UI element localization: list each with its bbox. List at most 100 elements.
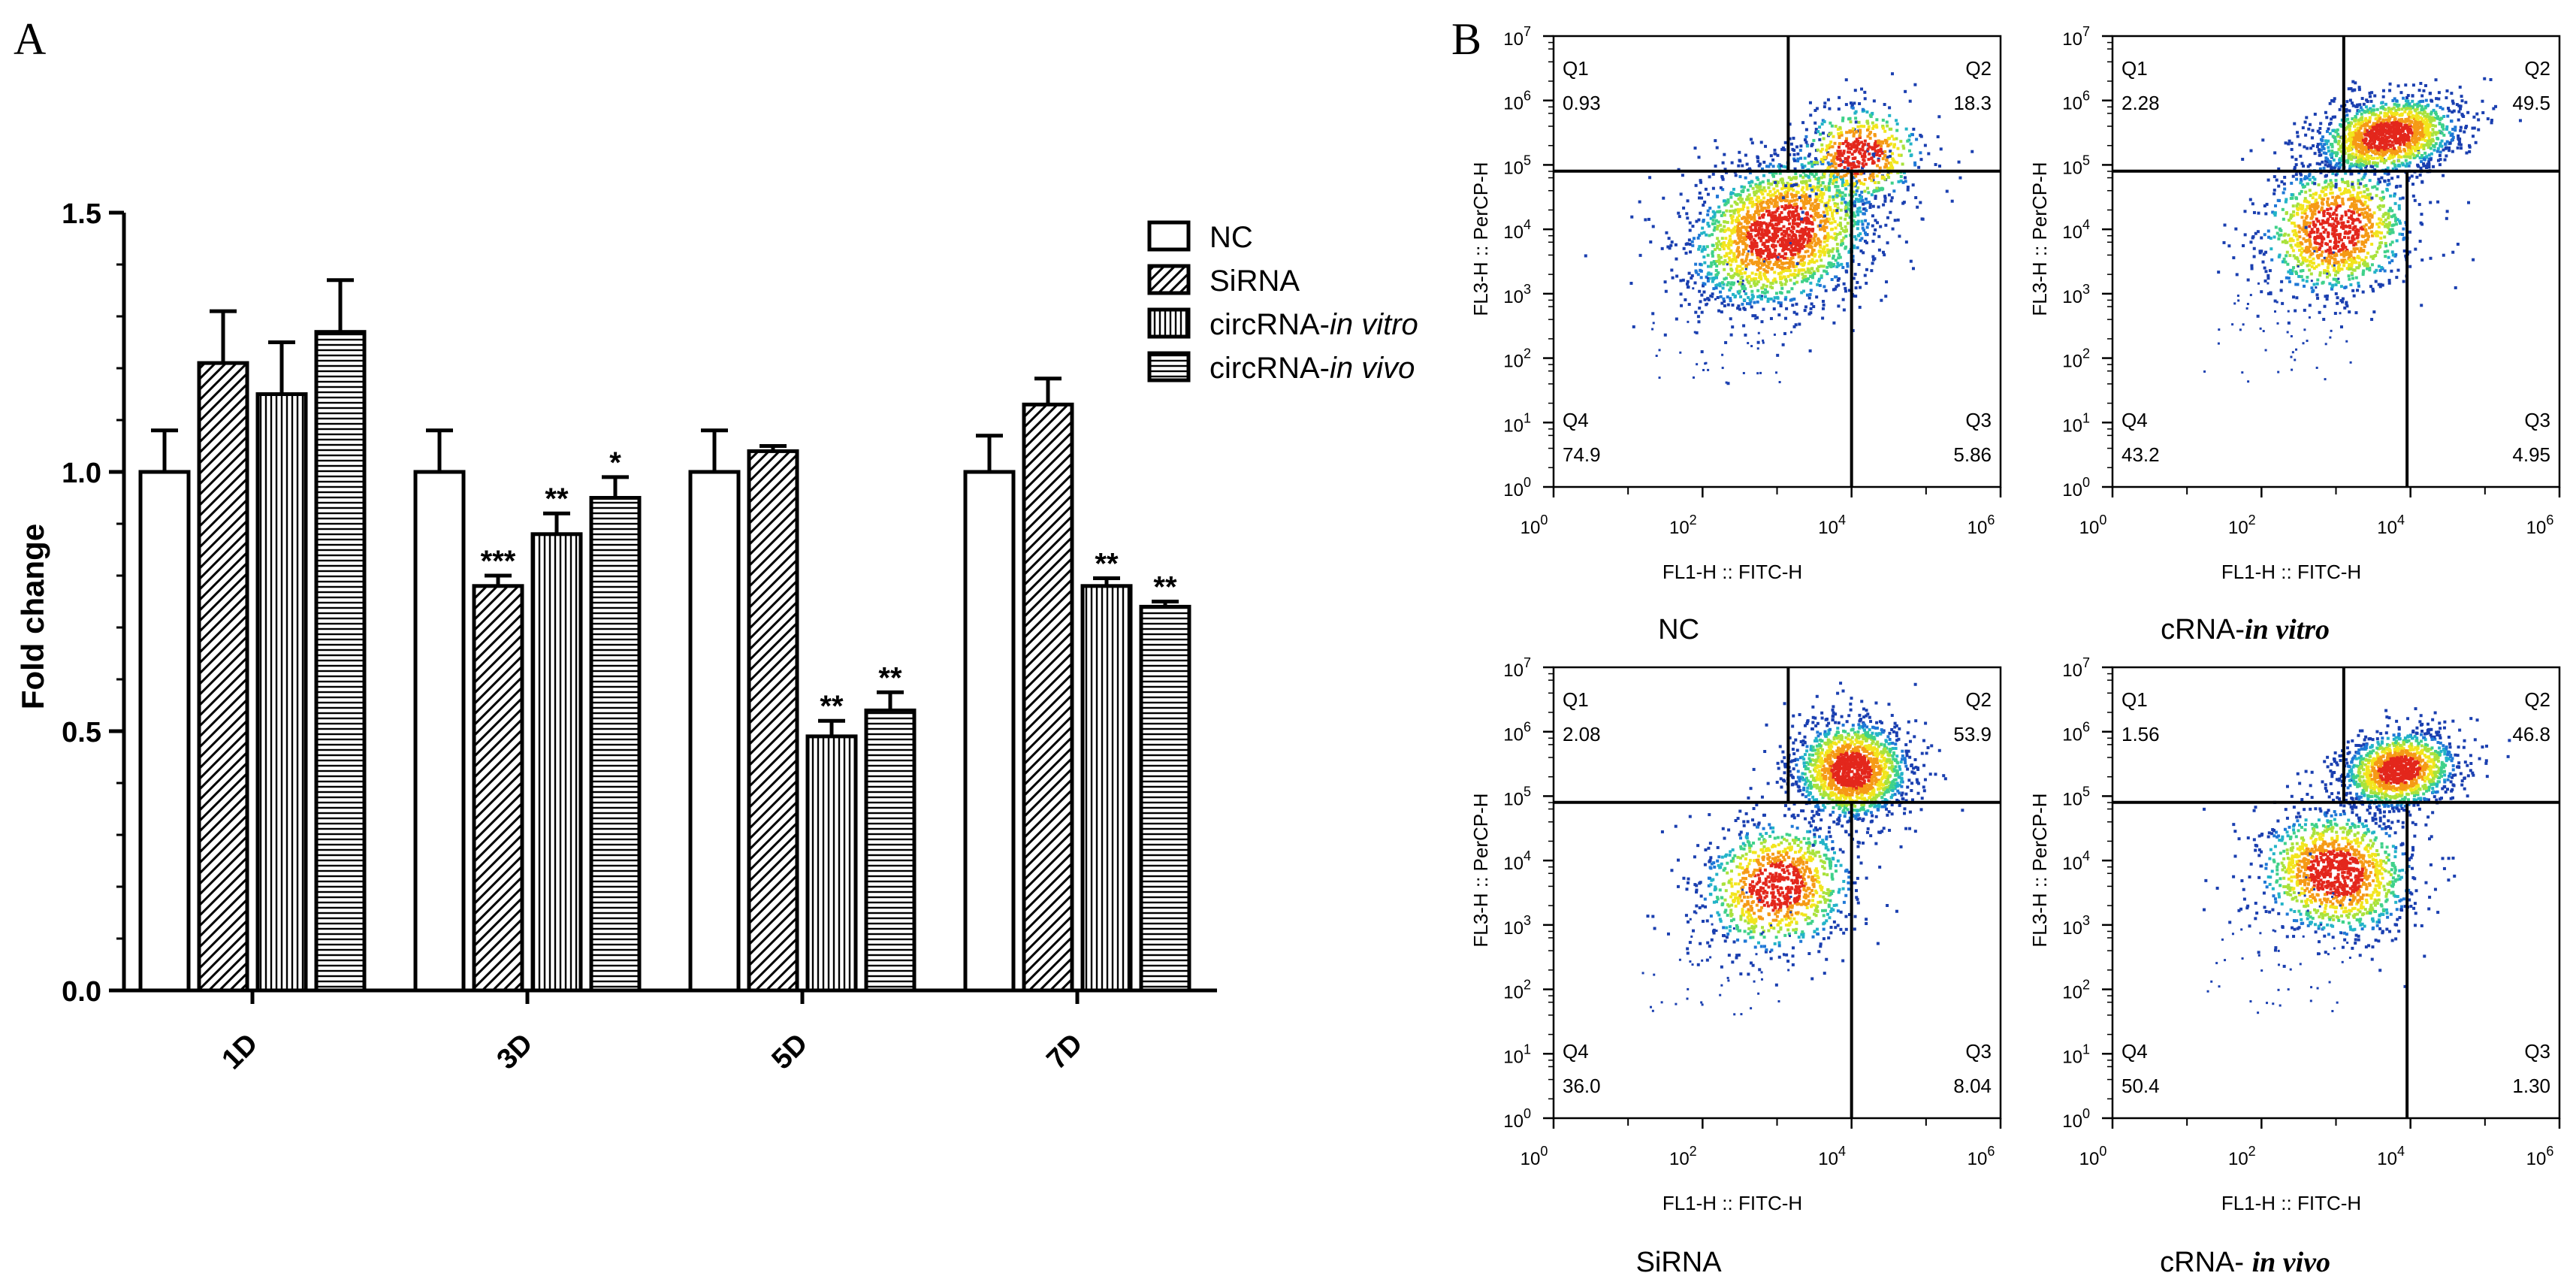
event-dot (2348, 209, 2351, 212)
event-dot (1795, 191, 1798, 194)
event-dot (1850, 120, 1853, 123)
event-dot (1826, 201, 1829, 204)
event-dot (2297, 225, 2300, 228)
event-dot (2340, 253, 2343, 256)
event-dot (1845, 131, 1848, 134)
event-dot (1858, 121, 1861, 124)
event-dot (1833, 142, 1836, 145)
event-dot (2341, 268, 2344, 271)
event-dot (1754, 226, 1757, 229)
event-dot (1905, 240, 1908, 243)
event-dot (2357, 208, 2360, 211)
event-dot (2339, 235, 2342, 238)
event-dot (1715, 269, 1718, 272)
legend-label-plain: circRNA- (1209, 352, 1330, 385)
event-dot (1839, 256, 1842, 259)
event-dot (1820, 200, 1823, 203)
event-dot (1827, 98, 1830, 101)
event-dot (1883, 176, 1886, 179)
event-dot (1734, 240, 1737, 243)
event-dot (2450, 92, 2453, 95)
event-dot (1825, 204, 1828, 207)
event-dot (2362, 291, 2365, 294)
event-dot (1783, 246, 1786, 249)
event-dot (2295, 178, 2298, 181)
event-dot (2321, 236, 2324, 239)
event-dot (1754, 277, 1757, 280)
event-dot (2217, 271, 2220, 274)
event-dot (1694, 281, 1697, 284)
event-dot (1801, 259, 1804, 262)
quadrant-name-q4: Q4 (1563, 409, 1589, 431)
event-dot (1885, 280, 1888, 283)
event-dot (2346, 250, 2349, 253)
event-dot (2282, 208, 2285, 211)
event-dot (1801, 121, 1804, 124)
event-dot (1712, 244, 1715, 247)
event-dot (1815, 295, 1818, 298)
event-dot (2464, 101, 2467, 104)
event-dot (1828, 218, 1831, 221)
event-dot (2277, 237, 2280, 240)
event-dot (1908, 150, 1911, 153)
event-dot (1791, 239, 1794, 242)
event-dot (2260, 249, 2263, 252)
event-dot (2490, 119, 2493, 122)
event-dot (2341, 222, 2344, 225)
event-dot (2366, 216, 2369, 219)
event-dot (1711, 255, 1714, 258)
event-dot (2306, 147, 2309, 150)
event-dot (1795, 281, 1798, 284)
y-tick-label: 0.5 (62, 717, 101, 748)
event-dot (1758, 216, 1761, 219)
event-dot (1735, 194, 1738, 197)
event-dot (1823, 214, 1826, 217)
event-dot (1921, 217, 1924, 220)
event-dot (2236, 273, 2239, 276)
event-dot (1755, 273, 1758, 276)
y-tick-base: 10 (1503, 29, 1524, 50)
event-dot (2273, 235, 2276, 238)
event-dot (1807, 175, 1810, 178)
event-dot (1718, 248, 1721, 251)
event-dot (1856, 210, 1859, 213)
event-dot (1726, 263, 1729, 265)
event-dot (1768, 190, 1771, 193)
event-dot (1772, 299, 1775, 302)
event-dot (1832, 156, 1835, 159)
event-dot (1760, 191, 1763, 194)
event-dot (2273, 151, 2276, 154)
event-dot (2279, 228, 2282, 231)
event-dot (2357, 186, 2360, 189)
event-dot (1804, 309, 1807, 312)
event-dot (1794, 203, 1797, 206)
event-dot (1816, 130, 1820, 133)
event-dot (1808, 179, 1811, 182)
event-dot (1704, 362, 1706, 364)
event-dot (2461, 99, 2464, 102)
event-dot (2341, 178, 2344, 181)
event-dot (1853, 112, 1856, 115)
event-dot (2366, 193, 2369, 196)
event-dot (1885, 165, 1888, 168)
event-dot (1823, 304, 1826, 307)
event-dot (1744, 177, 1747, 180)
event-dot (1873, 99, 1876, 102)
event-dot (1913, 83, 1916, 86)
event-dot (2339, 299, 2342, 302)
event-dot (1825, 149, 1828, 152)
significance-label: ** (878, 661, 902, 694)
event-dot (2253, 247, 2256, 250)
event-dot (2334, 186, 2337, 189)
x-tick-exponent: 2 (1690, 512, 1697, 528)
event-dot (2327, 146, 2330, 149)
event-dot (1778, 197, 1781, 200)
event-dot (2328, 213, 2331, 216)
event-dot (1844, 194, 1847, 197)
event-dot (2297, 275, 2300, 278)
event-dot (1911, 133, 1914, 136)
event-dot (2363, 157, 2366, 160)
event-dot (2315, 293, 2318, 296)
event-dot (2349, 98, 2352, 101)
